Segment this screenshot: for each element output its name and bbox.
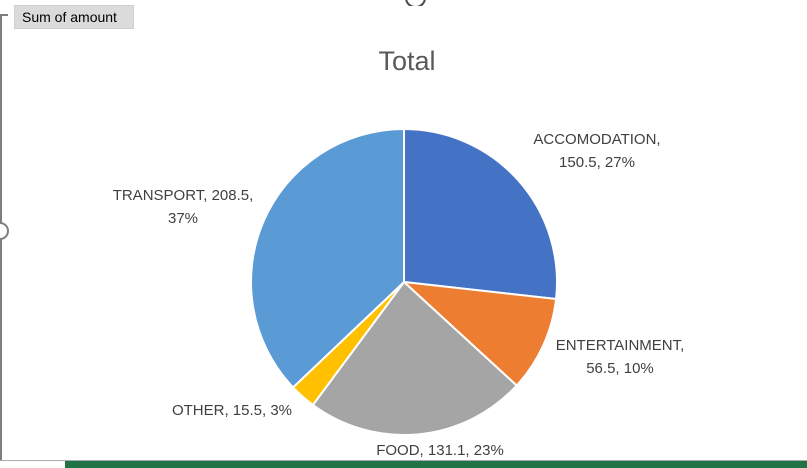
pie-slice-accomodation[interactable] [403, 127, 558, 301]
data-label-line: ACCOMODATION, [533, 131, 661, 148]
data-label-entertainment[interactable]: ENTERTAINMENT, 56.5, 10% [520, 334, 720, 380]
bottom-divider-line [0, 460, 807, 461]
pivot-field-button-label: Sum of amount [22, 9, 117, 25]
status-bar-strip [65, 461, 807, 468]
data-label-line: FOOD, 131.1, 23% [376, 442, 504, 459]
data-label-line: 37% [167, 210, 199, 227]
chart-title[interactable]: Total [378, 46, 436, 76]
data-label-accomodation[interactable]: ACCOMODATION, 150.5, 27% [497, 128, 697, 174]
pie-slice-food[interactable] [311, 280, 519, 436]
pie-chart[interactable] [249, 127, 559, 437]
data-label-line: TRANSPORT, 208.5, [112, 187, 254, 204]
data-label-line: 56.5, 10% [586, 360, 654, 377]
chart-border-corner-tick [0, 14, 8, 16]
data-label-line: 150.5, 27% [559, 154, 635, 171]
pivot-field-button[interactable]: Sum of amount [14, 5, 134, 29]
data-label-food[interactable]: FOOD, 131.1, 23% [340, 439, 540, 462]
data-label-line: ENTERTAINMENT, [555, 337, 685, 354]
data-label-line: OTHER, 15.5, 3% [171, 402, 293, 419]
clipped-text-fragment [404, 0, 428, 6]
chart-resize-handle[interactable] [0, 222, 9, 240]
pie-slice-entertainment[interactable] [401, 280, 558, 387]
pie-slice-transport[interactable] [250, 127, 405, 389]
data-label-other[interactable]: OTHER, 15.5, 3% [132, 399, 332, 422]
data-label-transport[interactable]: TRANSPORT, 208.5, 37% [83, 184, 283, 230]
